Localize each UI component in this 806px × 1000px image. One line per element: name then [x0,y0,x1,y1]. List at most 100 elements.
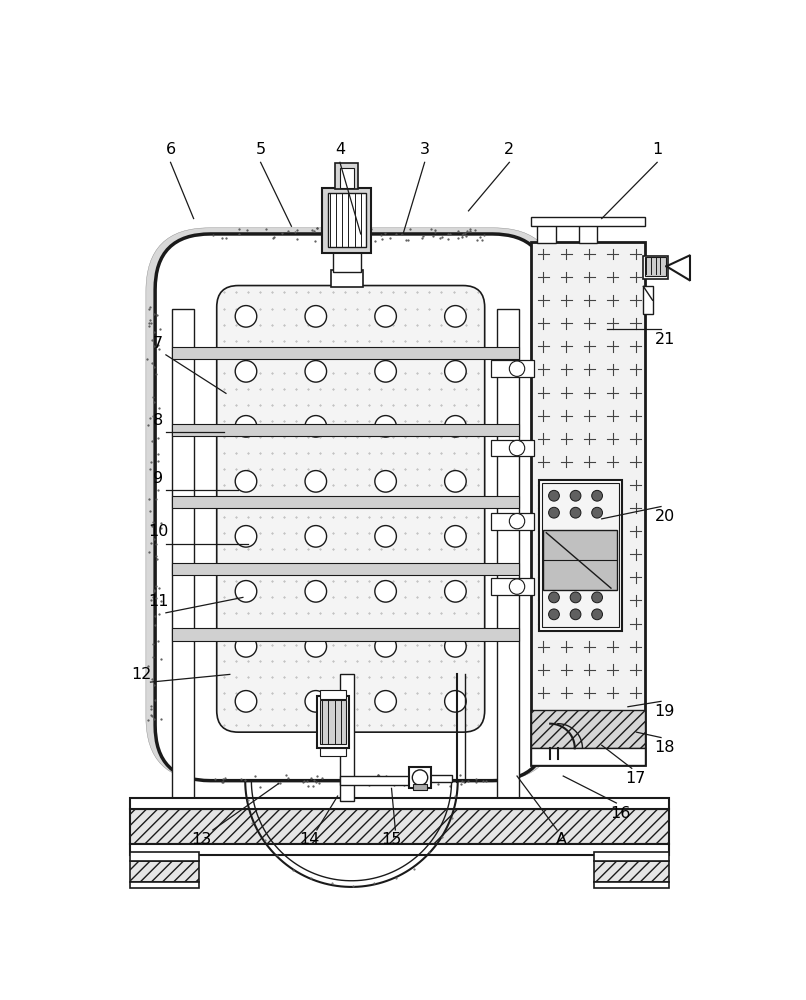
Circle shape [375,306,397,327]
Text: 2: 2 [505,142,514,157]
Text: 7: 7 [153,336,164,351]
Bar [130,861,199,882]
Bar [542,483,619,627]
Bar [643,286,653,314]
Circle shape [445,691,466,712]
Bar [531,748,645,765]
Text: 17: 17 [625,771,646,786]
Text: 11: 11 [148,594,168,609]
Circle shape [570,592,581,603]
Bar [172,347,518,359]
Bar [172,424,518,436]
Circle shape [235,691,257,712]
Bar [340,776,409,785]
Text: 16: 16 [610,806,630,820]
Circle shape [445,581,466,602]
Text: A: A [555,832,567,847]
Bar [320,748,346,756]
Circle shape [413,770,428,785]
Bar [409,767,430,788]
Bar [172,309,193,801]
Bar [317,696,349,748]
Bar [327,193,366,247]
Text: 1: 1 [652,142,663,157]
Circle shape [235,636,257,657]
Bar [594,861,669,882]
Bar [645,257,667,276]
Text: 13: 13 [191,832,211,847]
Bar [594,882,669,888]
Text: 15: 15 [381,832,401,847]
Bar [531,242,645,765]
Circle shape [305,361,326,382]
Circle shape [375,526,397,547]
Circle shape [375,471,397,492]
Bar [322,188,372,253]
Circle shape [549,507,559,518]
Bar [579,220,597,243]
Circle shape [570,609,581,620]
Bar [531,710,645,748]
Circle shape [509,513,525,529]
Bar [330,270,363,287]
Circle shape [305,306,326,327]
Circle shape [305,471,326,492]
Circle shape [375,581,397,602]
Bar [491,513,534,530]
Circle shape [445,526,466,547]
Circle shape [549,490,559,501]
Circle shape [235,306,257,327]
Circle shape [592,592,603,603]
Bar [430,774,452,782]
Circle shape [592,609,603,620]
Bar [130,852,199,861]
Circle shape [445,636,466,657]
Bar [537,220,555,243]
Text: 14: 14 [299,832,319,847]
Circle shape [445,471,466,492]
Circle shape [235,361,257,382]
Bar [320,690,346,699]
FancyBboxPatch shape [155,234,548,781]
Text: 18: 18 [654,740,675,755]
Circle shape [305,526,326,547]
Bar [339,234,355,272]
Circle shape [445,306,466,327]
Bar [491,578,534,595]
Bar [340,674,354,801]
Bar [538,480,621,631]
Bar [491,360,534,377]
FancyBboxPatch shape [146,228,557,781]
Circle shape [509,440,525,456]
Text: 19: 19 [654,704,675,719]
Bar [497,309,518,801]
Bar [172,628,518,641]
Circle shape [305,581,326,602]
Text: 3: 3 [420,142,430,157]
Circle shape [235,526,257,547]
Circle shape [305,691,326,712]
Circle shape [445,416,466,437]
Bar [531,217,645,226]
Bar [340,168,354,188]
Circle shape [235,471,257,492]
Text: 10: 10 [148,524,168,539]
Text: 4: 4 [334,142,345,157]
Circle shape [509,361,525,376]
Bar [543,530,617,590]
Bar [413,784,427,790]
Bar [130,844,669,855]
Circle shape [570,507,581,518]
Circle shape [375,636,397,657]
Circle shape [549,592,559,603]
Circle shape [305,416,326,437]
FancyBboxPatch shape [217,286,484,732]
Circle shape [235,416,257,437]
Circle shape [235,581,257,602]
Text: 21: 21 [654,332,675,347]
Bar [172,563,518,575]
Text: 6: 6 [165,142,176,157]
Bar [130,882,199,888]
Circle shape [375,416,397,437]
Text: 20: 20 [654,509,675,524]
